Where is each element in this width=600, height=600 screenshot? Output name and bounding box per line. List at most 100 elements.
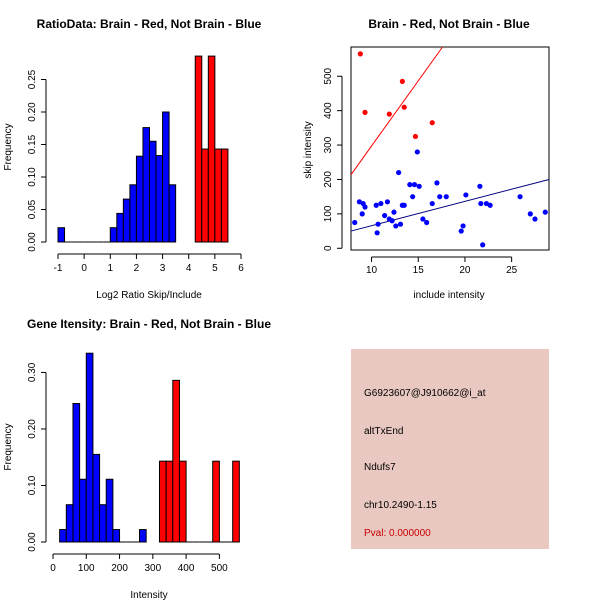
bar-not-brain-1 [65,504,74,543]
point-not-brain-23 [416,183,422,189]
bar-not-brain-16 [162,111,170,243]
y-tick-label: 0.20 [27,102,38,122]
y-tick-label: 0.10 [27,475,38,495]
bar-brain-11 [232,460,240,543]
point-not-brain-12 [389,218,395,224]
point-not-brain-22 [414,149,420,155]
bar-brain-0 [158,460,167,543]
x-tick-label: 15 [413,265,425,276]
gene-intensity-histogram: Gene Itensity: Brain - Red, Not Brain - … [3,317,271,600]
bar-not-brain-14 [149,140,157,243]
bar-not-brain-15 [155,155,164,243]
y-tick-label: 300 [323,136,334,153]
ratio-histogram-xlabel: Log2 Ratio Skip/Include [96,290,202,301]
y-tick-label: 0.00 [27,232,38,252]
p-value: Pval: 0.000000 [364,528,431,539]
point-not-brain-29 [443,194,449,200]
bar-brain-2 [172,379,180,543]
bar-not-brain-11 [129,184,137,243]
y-tick-label: 100 [323,205,334,222]
bar-not-brain-8 [109,227,118,243]
y-tick-label: 0.10 [27,167,38,187]
bar-brain-2 [207,55,216,243]
point-not-brain-35 [480,242,486,248]
x-tick-label: 10 [366,265,378,276]
y-tick-label: 0.05 [27,199,38,219]
point-not-brain-40 [532,216,538,222]
point-not-brain-31 [460,223,466,229]
genomic-location: chr10.2490-1.15 [364,500,437,511]
bar-brain-3 [178,460,187,543]
point-brain-2 [386,111,392,117]
bar-not-brain-0 [57,227,66,243]
point-not-brain-41 [542,209,548,215]
gene-name: Ndufs7 [364,462,396,473]
gene-histogram-xlabel: Intensity [130,590,167,600]
point-not-brain-28 [437,194,443,200]
bar-not-brain-9 [116,212,124,243]
bar-not-brain-0 [59,529,67,543]
point-not-brain-20 [410,194,416,200]
x-tick-label: 100 [78,563,95,574]
probe-id: G6923607@J910662@i_at [364,388,486,399]
x-tick-label: 20 [459,265,471,276]
point-not-brain-26 [429,200,435,207]
point-not-brain-18 [401,202,407,208]
ratio-histogram: RatioData: Brain - Red, Not Brain - Blue… [3,17,262,301]
point-brain-4 [401,104,407,110]
y-tick-label: 0.20 [27,419,38,439]
y-tick-label: 400 [323,102,334,119]
x-tick-label: 1 [108,263,114,274]
intensity-scatter: Brain - Red, Not Brain - Blue include in… [303,17,550,301]
bar-not-brain-7 [105,478,114,543]
bar-brain-4 [220,148,229,243]
x-tick-label: 6 [238,263,244,274]
point-not-brain-0 [352,219,358,226]
bar-brain-1 [165,460,174,543]
point-not-brain-19 [407,182,413,188]
x-tick-label: 0 [50,563,56,574]
event-type: altTxEnd [364,426,403,437]
bar-not-brain-4 [85,352,94,543]
point-not-brain-9 [382,212,388,219]
point-not-brain-15 [396,169,402,176]
x-tick-label: 5 [212,263,218,274]
x-tick-label: 2 [134,263,140,274]
y-tick-label: 0.30 [27,362,38,382]
point-not-brain-13 [391,209,397,215]
scatter-xlabel: include intensity [413,290,484,301]
point-not-brain-32 [463,192,469,198]
point-not-brain-30 [458,228,464,234]
y-tick-label: 0.15 [27,134,38,154]
bar-brain-8 [212,460,220,543]
point-not-brain-4 [362,204,368,210]
bar-not-brain-6 [99,504,107,543]
point-not-brain-6 [374,230,380,236]
point-not-brain-5 [373,202,379,208]
ratio-histogram-title: RatioData: Brain - Red, Not Brain - Blue [37,17,262,31]
point-not-brain-34 [478,200,484,207]
point-not-brain-7 [375,221,381,227]
point-brain-0 [357,51,363,57]
x-tick-label: 200 [111,563,128,574]
bar-not-brain-13 [142,127,150,243]
y-tick-label: 0.00 [27,532,38,552]
y-tick-label: 0 [323,245,334,251]
bar-brain-1 [201,148,209,243]
bar-not-brain-12 [135,155,144,243]
bar-not-brain-12 [139,529,147,543]
point-not-brain-2 [359,211,365,217]
x-tick-label: 400 [178,563,195,574]
point-not-brain-39 [527,211,533,217]
scatter-title: Brain - Red, Not Brain - Blue [368,17,530,31]
bar-brain-3 [214,148,222,243]
point-not-brain-8 [378,200,384,207]
point-not-brain-14 [393,223,399,229]
ratio-histogram-ylabel: Frequency [3,123,14,170]
bar-brain-0 [194,55,203,243]
gene-histogram-title: Gene Itensity: Brain - Red, Not Brain - … [27,317,271,331]
point-not-brain-37 [487,202,493,208]
fit-line-brain [350,46,443,175]
x-tick-label: -1 [54,263,63,274]
